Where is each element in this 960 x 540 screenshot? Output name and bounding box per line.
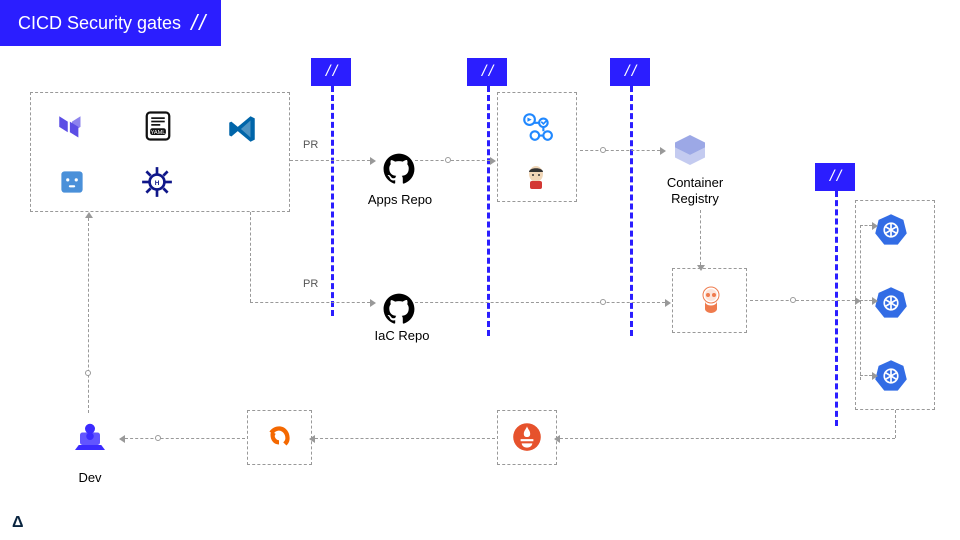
- k8s-branch-vert: [860, 225, 861, 380]
- actions-icon: [520, 110, 554, 144]
- github1-icon: [380, 150, 418, 188]
- gate-flag-3: / /: [610, 58, 650, 86]
- arrow-iacrepo-argo: [415, 302, 665, 303]
- pr-label-2: PR: [303, 278, 318, 290]
- k8s-branch-1: [860, 225, 872, 226]
- dev-icon: [70, 420, 110, 460]
- arrow-grafana-dev: [125, 438, 245, 439]
- gate-line-2: [487, 86, 490, 336]
- dot-argo-in: [600, 299, 606, 305]
- gate-flag-2: / /: [467, 58, 507, 86]
- arrow-devtools-iacrepo: [250, 302, 370, 303]
- arrow-k8s-down: [895, 410, 896, 438]
- gate-flag-4: / /: [815, 163, 855, 191]
- k8s2-icon: [873, 285, 909, 321]
- arrow-prom-grafana: [315, 438, 495, 439]
- slash-icon: / /: [191, 10, 203, 36]
- gate-flag-1: / /: [311, 58, 351, 86]
- arrow-devtools-down: [250, 212, 251, 302]
- prometheus-icon: [510, 420, 544, 454]
- k8s3-icon: [873, 358, 909, 394]
- gate-line-1: [331, 86, 334, 316]
- container-registry-label-1: Container: [650, 175, 740, 190]
- gate-line-3: [630, 86, 633, 336]
- gate-line-4: [835, 191, 838, 426]
- jenkins-icon: [520, 160, 552, 192]
- dot-dev-up: [85, 370, 91, 376]
- container-registry-label-2: Registry: [650, 191, 740, 206]
- pr-label-1: PR: [303, 139, 318, 151]
- registry-icon: [670, 130, 710, 170]
- svg-text:YAML: YAML: [151, 130, 166, 136]
- apps-repo-label: Apps Repo: [360, 192, 440, 207]
- grafana-icon: [262, 420, 296, 454]
- github2-icon: [380, 290, 418, 328]
- iac-repo-label: IaC Repo: [362, 328, 442, 343]
- terraform-icon: [55, 112, 89, 146]
- k8s-branch-2: [860, 300, 872, 301]
- k8s1-icon: [873, 212, 909, 248]
- title-text: CICD Security gates: [18, 13, 181, 34]
- helm-icon: H: [140, 165, 174, 199]
- k8s-branch-3: [860, 375, 872, 376]
- arrow-devtools-appsrepo: [290, 160, 370, 161]
- argo-icon: [695, 283, 727, 315]
- dot-grafana-dev: [155, 435, 161, 441]
- arrow-ci-registry: [580, 150, 660, 151]
- footer-logo: Δ: [12, 514, 24, 532]
- vscode-icon: [225, 112, 259, 146]
- arrow-k8s-prom: [560, 438, 895, 439]
- title-banner: CICD Security gates / /: [0, 0, 221, 46]
- dot-ci-out: [600, 147, 606, 153]
- dev-label: Dev: [70, 470, 110, 485]
- arrow-dev-devtools: [88, 218, 89, 413]
- arrow-appsrepo-ci: [415, 160, 490, 161]
- yaml-icon: YAML: [140, 108, 176, 144]
- dot-ci-in: [445, 157, 451, 163]
- arrow-registry-argo: [700, 210, 701, 265]
- go-icon: [55, 165, 89, 199]
- arrow-argo-k8s: [750, 300, 855, 301]
- svg-text:H: H: [155, 180, 160, 187]
- dot-argo-out: [790, 297, 796, 303]
